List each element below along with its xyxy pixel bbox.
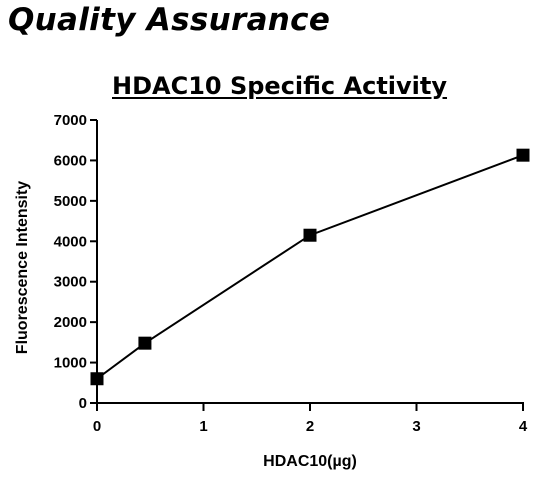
chart-title: HDAC10 Specific Activity (112, 72, 448, 100)
data-point-marker (303, 228, 317, 242)
data-point-marker (138, 336, 152, 350)
data-point-marker (90, 372, 104, 386)
y-tick-label: 4000 (54, 233, 87, 250)
x-axis-label: HDAC10(µg) (263, 453, 357, 470)
chart-series (90, 148, 530, 386)
x-tick-label: 0 (93, 418, 101, 435)
y-tick-label: 7000 (54, 112, 87, 129)
y-tick-label: 2000 (54, 314, 87, 331)
x-tick-label: 1 (199, 418, 207, 435)
x-tick-label: 3 (412, 418, 420, 435)
y-tick-label: 3000 (54, 274, 87, 291)
y-tick-label: 5000 (54, 193, 87, 210)
x-tick-label: 2 (306, 418, 314, 435)
series-line (96, 154, 524, 380)
chart-axes: 0 1000 2000 3000 4000 5000 6000 7000 0 1 2 3 4 (54, 112, 528, 435)
y-tick-label: 1000 (54, 355, 87, 372)
y-tick-label: 0 (79, 395, 87, 412)
data-point-marker (516, 148, 530, 162)
page-heading: Quality Assurance (8, 2, 331, 38)
y-axis-label: Fluorescence Intensity (14, 181, 31, 354)
x-tick-label: 4 (519, 418, 528, 435)
y-tick-label: 6000 (54, 152, 87, 169)
